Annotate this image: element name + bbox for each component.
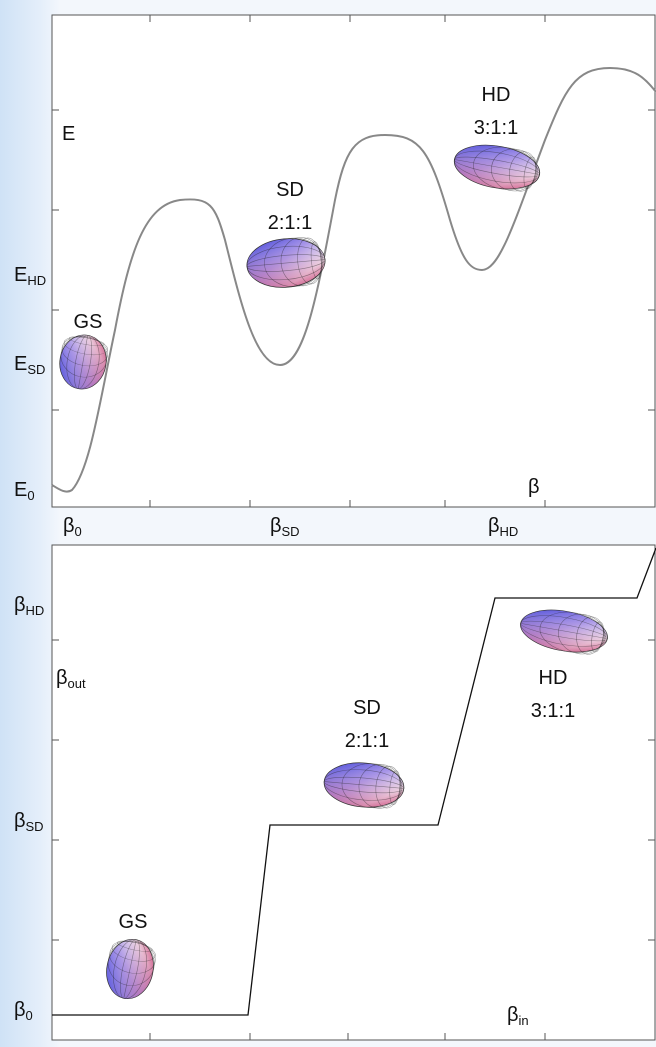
label-main: E xyxy=(14,264,27,286)
state-ratio: 3:1:1 xyxy=(474,117,518,139)
label-main: β xyxy=(507,1004,519,1026)
state-ratio: 3:1:1 xyxy=(531,700,575,722)
label-main: β xyxy=(56,667,68,689)
state-name: HD xyxy=(539,667,568,689)
x-label: βSD xyxy=(270,515,300,539)
axis-label: E xyxy=(62,123,75,145)
axis-label: βin xyxy=(507,1004,529,1028)
y-label: ESD xyxy=(14,353,45,377)
label-subscript: out xyxy=(68,676,86,691)
label-main: β xyxy=(14,999,26,1021)
label-subscript: SD xyxy=(26,819,44,834)
axis-label: β xyxy=(528,476,540,498)
label-subscript: in xyxy=(519,1013,529,1028)
axis-label: βout xyxy=(56,667,86,691)
state-name: SD xyxy=(276,179,304,201)
label-main: β xyxy=(270,515,282,537)
label-subscript: SD xyxy=(282,524,300,539)
label-main: β xyxy=(63,515,75,537)
state-name: GS xyxy=(119,911,148,933)
y-label: β0 xyxy=(14,999,33,1023)
top-ticks xyxy=(52,15,655,507)
top-frame xyxy=(51,14,656,508)
state-ratio: 2:1:1 xyxy=(268,212,312,234)
label-subscript: HD xyxy=(500,524,519,539)
label-main: β xyxy=(488,515,500,537)
label-subscript: HD xyxy=(26,603,45,618)
x-label: β0 xyxy=(63,515,82,539)
x-label: βHD xyxy=(488,515,518,539)
state-name: HD xyxy=(482,84,511,106)
y-label: E0 xyxy=(14,479,35,503)
step-curve xyxy=(52,547,656,1016)
label-subscript: HD xyxy=(27,273,46,288)
label-subscript: 0 xyxy=(26,1008,33,1023)
label-main: β xyxy=(14,594,26,616)
state-name: SD xyxy=(353,697,381,719)
label-main: E xyxy=(14,353,27,375)
y-label: EHD xyxy=(14,264,46,288)
state-ratio: 2:1:1 xyxy=(345,730,389,752)
state-name: GS xyxy=(74,311,103,333)
label-subscript: SD xyxy=(27,362,45,377)
label-subscript: 0 xyxy=(75,524,82,539)
bottom-ticks xyxy=(52,639,655,1040)
label-main: β xyxy=(14,810,26,832)
y-label: βSD xyxy=(14,810,44,834)
label-main: E xyxy=(14,479,27,501)
label-subscript: 0 xyxy=(27,488,34,503)
y-label: βHD xyxy=(14,594,44,618)
